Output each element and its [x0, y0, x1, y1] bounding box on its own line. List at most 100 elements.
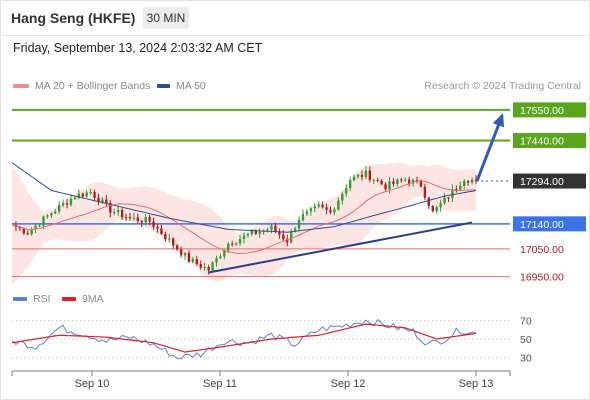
candle-body [109, 202, 112, 213]
legend-item-9ma: 9MA [62, 293, 104, 305]
legend-swatch-9ma [62, 297, 76, 302]
candle-body [372, 179, 375, 181]
candle-body [427, 197, 430, 206]
research-credit: Research © 2024 Trading Central [424, 80, 581, 92]
ma50-line [11, 162, 477, 233]
level-lines-layer [12, 108, 510, 278]
header-divider [0, 35, 590, 36]
time-tick-label: Sep 10 [75, 378, 110, 390]
candle-body [400, 179, 403, 181]
candle-body [164, 233, 167, 240]
candle-body [313, 206, 316, 209]
candle-body [352, 176, 356, 181]
legend-label-ma50: MA 50 [176, 80, 206, 92]
rsi-tick-label: 70 [520, 315, 532, 327]
candle-body [345, 188, 348, 194]
candle-body [136, 217, 140, 221]
candle-body [419, 180, 423, 187]
level-box-1 [513, 132, 586, 148]
time-tick-label: Sep 11 [203, 378, 237, 390]
candle-body [38, 225, 41, 227]
level-label-2: 17294.00 [520, 176, 564, 188]
candle-body [258, 231, 261, 234]
candle-body [191, 259, 195, 262]
level-box-2 [513, 173, 586, 189]
time-axis: Sep 10 Sep 11 Sep 12 Sep 13 [11, 370, 511, 390]
time-tick-label: Sep 13 [459, 378, 494, 390]
candle-body [396, 179, 399, 184]
forecast-arrow-shaft [475, 115, 504, 182]
candle-body [439, 203, 442, 208]
candle-body [282, 234, 285, 240]
candle-body [211, 262, 214, 271]
time-tick-label: Sep 12 [331, 378, 366, 390]
level-labels-layer: 17550.00 17440.00 17294.00 17140.00 17050.00… [513, 102, 586, 284]
candle-body [321, 204, 324, 208]
candle-body [22, 228, 25, 234]
candle-body [388, 181, 391, 190]
level-label-3: 17140.00 [520, 219, 564, 231]
level-box-3 [513, 216, 586, 232]
candle-body [207, 267, 210, 271]
candle-body [380, 180, 383, 185]
candle-body [451, 189, 454, 199]
candle-body [30, 229, 33, 235]
candle-body [455, 189, 458, 191]
candle-body [50, 213, 53, 216]
candle-body [309, 208, 313, 212]
candle-body [431, 205, 434, 212]
level-box-0 [513, 102, 586, 118]
candle-body [384, 184, 387, 190]
legend-item-ma50: MA 50 [157, 80, 206, 92]
level-label-5: 16950.00 [520, 272, 564, 284]
candle-body [435, 207, 438, 212]
level-label-0: 17550.00 [520, 105, 564, 117]
candle-body [120, 209, 124, 218]
candle-body [364, 170, 368, 177]
candle-body [360, 174, 364, 177]
bollinger-band [12, 162, 476, 286]
timeframe-button[interactable]: 30 MIN [143, 7, 189, 29]
candle-body [168, 238, 171, 240]
candle-body [85, 192, 88, 197]
candle-body [172, 238, 175, 246]
candle-body [341, 193, 344, 201]
candle-body [89, 191, 92, 193]
legend-swatch-rsi [13, 297, 27, 302]
candle-body [286, 239, 289, 243]
candle-body [124, 217, 128, 219]
candle-body [250, 230, 254, 234]
candle-body [254, 230, 257, 234]
candle-body [227, 243, 230, 251]
candle-body [148, 217, 151, 222]
candle-body [459, 185, 462, 190]
candle-body [463, 181, 466, 186]
candle-body [447, 197, 450, 199]
candle-body [266, 229, 269, 231]
candle-body [46, 215, 49, 217]
candle-body [333, 209, 336, 213]
candle-body [470, 179, 474, 183]
candle-body [356, 174, 360, 177]
candle-body [69, 198, 73, 205]
candle-body [301, 214, 305, 220]
candle-body [278, 231, 281, 235]
legend-swatch-ma20 [13, 84, 29, 89]
candle-body [297, 219, 301, 229]
candle-body [187, 253, 191, 262]
candle-body [140, 220, 143, 223]
candle-body [415, 180, 419, 182]
chart-header: Hang Seng (HKFE) 30 MIN [0, 0, 590, 36]
legend-label-9ma: 9MA [82, 293, 104, 305]
rsi-panel: 70 50 30 [11, 315, 532, 365]
candle-body [199, 264, 202, 268]
candle-body [105, 199, 108, 203]
candle-body [183, 253, 187, 256]
instrument-title: Hang Seng (HKFE) [11, 10, 136, 26]
candle-body [404, 179, 407, 181]
candle-body [65, 203, 69, 205]
candle-body [274, 225, 277, 232]
bollinger-band-layer [12, 162, 476, 286]
legend-item-rsi: RSI [13, 293, 51, 305]
